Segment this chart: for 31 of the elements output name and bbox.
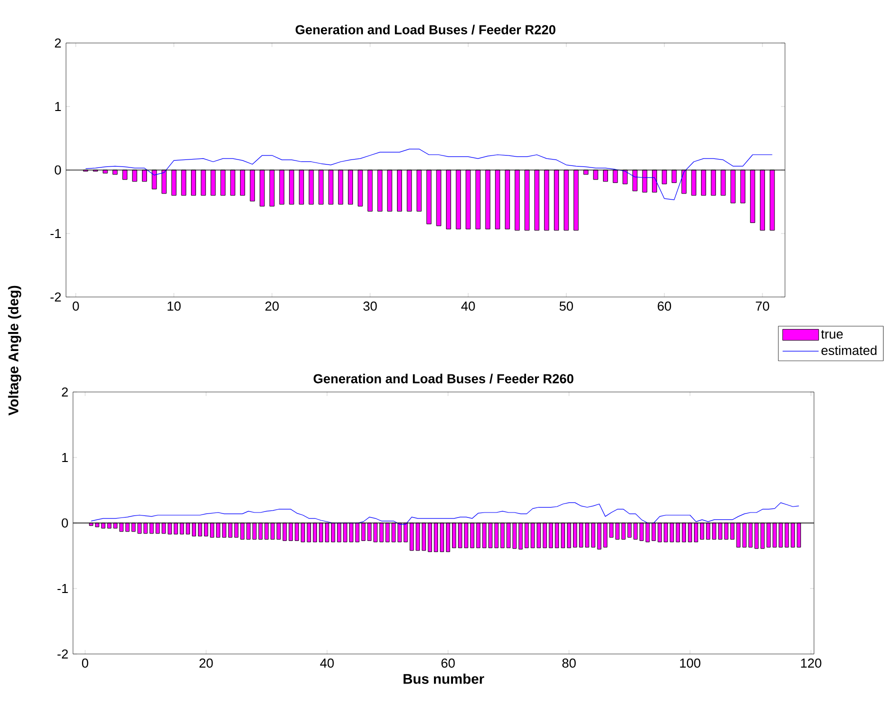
y-tick-label: -1 <box>50 229 61 238</box>
legend-label: true <box>821 330 843 339</box>
x-tick-label: 120 <box>801 658 822 668</box>
y-tick-label: 2 <box>62 387 68 397</box>
x-tick-label: 100 <box>680 658 700 668</box>
y-tick-label: 1 <box>62 453 68 462</box>
x-tick-label: 30 <box>363 302 377 311</box>
x-tick-label: 80 <box>562 658 576 668</box>
x-tick-label: 70 <box>756 302 770 311</box>
x-tick-label: 40 <box>461 302 475 311</box>
x-tick-label: 60 <box>441 658 455 668</box>
y-tick-label: -2 <box>57 649 68 659</box>
x-tick-label: 50 <box>560 302 573 311</box>
x-tick-label: 40 <box>320 658 334 668</box>
x-axis-title: Bus number <box>404 674 484 684</box>
legend-label: estimated <box>821 345 876 356</box>
y-tick-label: -1 <box>57 584 68 593</box>
x-tick-label: 20 <box>265 302 279 311</box>
chart-title: Generation and Load Buses / Feeder R260 <box>314 374 574 384</box>
x-tick-label: 0 <box>82 658 88 668</box>
y-tick-label: 0 <box>54 165 61 175</box>
chart-title: Generation and Load Buses / Feeder R220 <box>296 24 556 34</box>
y-tick-label: 0 <box>62 518 68 528</box>
x-tick-label: 10 <box>168 302 181 311</box>
y-tick-label: -2 <box>50 292 61 302</box>
x-tick-label: 60 <box>658 302 672 311</box>
y-axis-title: Voltage Angle (deg) <box>8 286 22 416</box>
x-tick-label: 20 <box>200 658 213 668</box>
y-tick-label: 2 <box>54 38 61 48</box>
x-tick-label: 0 <box>72 302 79 311</box>
y-tick-label: 1 <box>55 102 61 111</box>
